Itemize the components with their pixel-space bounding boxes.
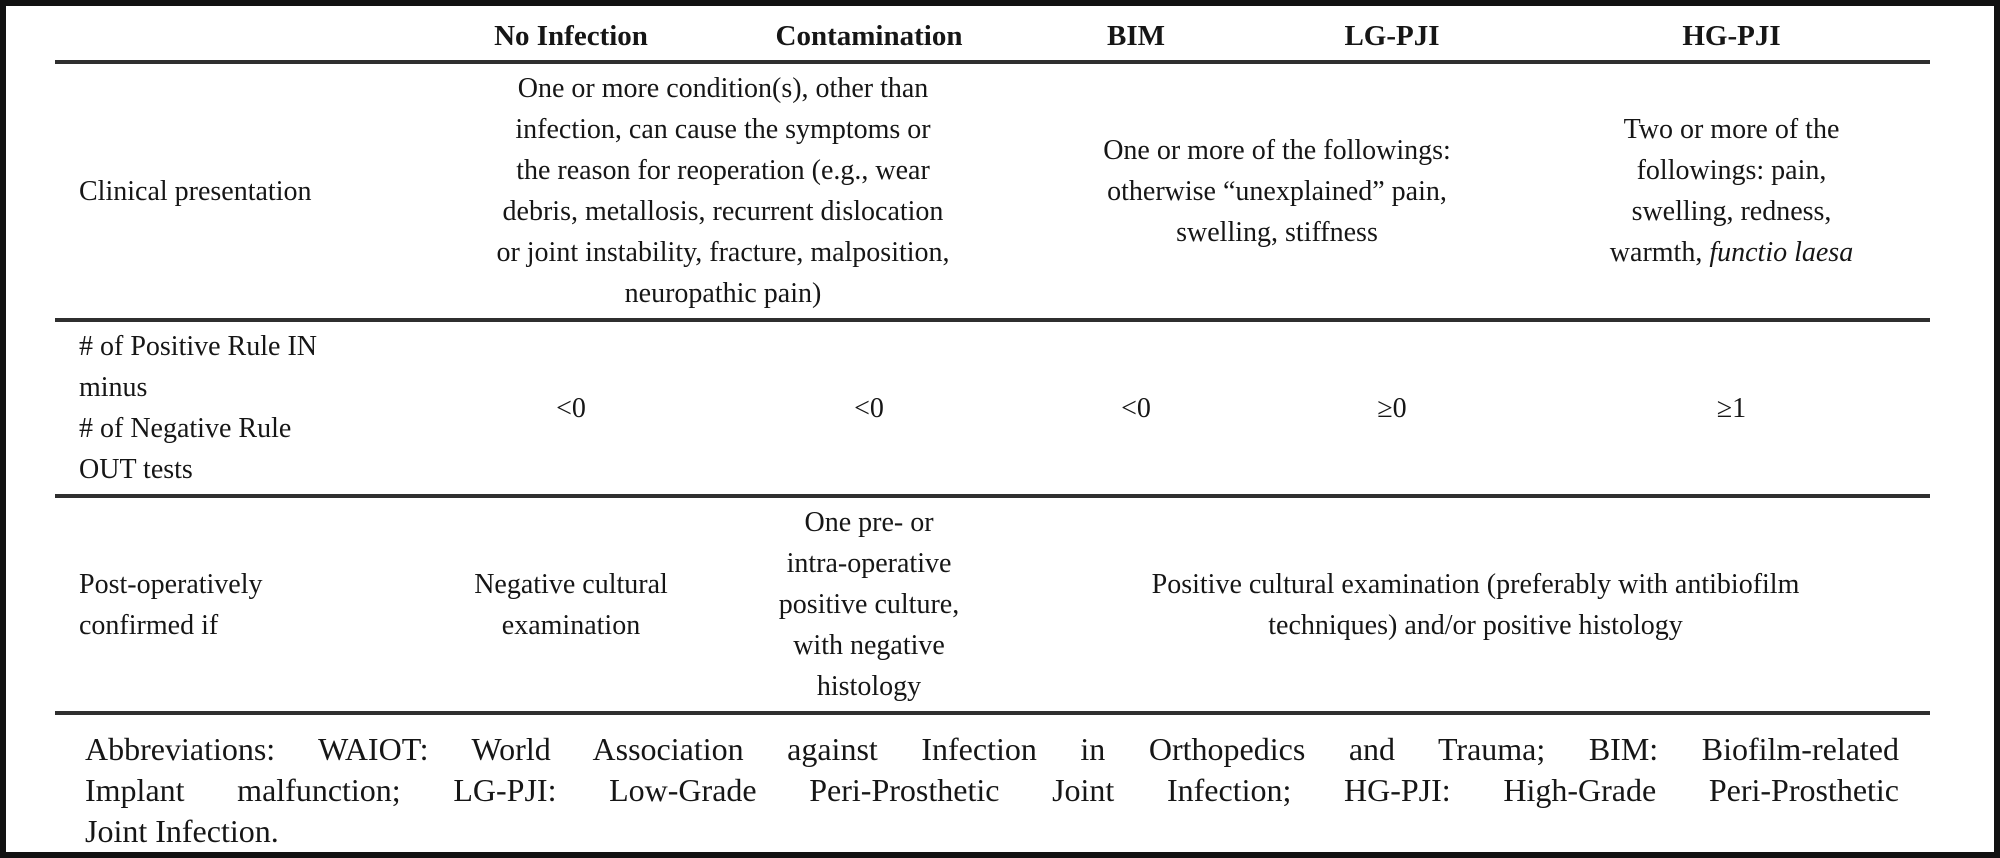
clinical-hg-pji-text: Two or more of the followings: pain, swe… [1609, 114, 1840, 268]
cell-postop-bim-lg-hg-merged: Positive cultural examination (preferabl… [1151, 568, 1800, 641]
cell-score-contamination: <0 [854, 392, 884, 424]
cell-score-hg-pji: ≥1 [1716, 392, 1747, 424]
functio-laesa-italic-text: functio laesa [1709, 237, 1854, 268]
cell-clinical-bim-lg-pji: One or more of the followings: otherwise… [1103, 134, 1451, 248]
cell-score-bim: <0 [1121, 392, 1151, 424]
table-row-rule-in-out-score: # of Positive Rule IN minus # of Negativ… [55, 320, 1930, 496]
row-label-clinical-presentation: Clinical presentation [79, 175, 312, 207]
col-header-contamination: Contamination [775, 19, 963, 52]
col-header-hg-pji: HG-PJI [1682, 19, 1781, 52]
footnote-line-1: Abbreviations: WAIOT: World Association … [85, 731, 1899, 767]
waiot-criteria-table: No Infection Contamination BIM LG-PJI HG… [55, 6, 1930, 715]
table-header-row: No Infection Contamination BIM LG-PJI HG… [55, 6, 1930, 62]
table-footnote-abbreviations: Abbreviations: WAIOT: World Association … [55, 715, 1935, 852]
cell-clinical-no-infection-contamination: One or more condition(s), other than inf… [496, 73, 950, 309]
row-label-postop-confirmed: Post-operatively confirmed if [79, 568, 263, 641]
cell-postop-no-infection: Negative cultural examination [474, 568, 668, 641]
row-label-rule-in-out-score: # of Positive Rule IN minus # of Negativ… [79, 331, 317, 485]
cell-postop-contamination: One pre- or intra-operative positive cul… [778, 507, 960, 702]
cell-clinical-hg-pji: Two or more of the followings: pain, swe… [1533, 62, 1930, 320]
footnote-line-2: Implant malfunction; LG-PJI: Low-Grade P… [85, 772, 1899, 808]
footnote-line-3: Joint Infection. [85, 813, 279, 849]
col-header-lg-pji: LG-PJI [1344, 19, 1440, 52]
table-row-clinical-presentation: Clinical presentation One or more condit… [55, 62, 1930, 320]
table-row-postop-confirmed: Post-operatively confirmed if Negative c… [55, 496, 1930, 713]
col-header-no-infection: No Infection [494, 19, 648, 52]
col-header-empty [55, 6, 425, 62]
col-header-bim: BIM [1107, 19, 1165, 52]
cell-score-no-infection: <0 [556, 392, 586, 424]
cell-score-lg-pji: ≥0 [1377, 392, 1407, 424]
